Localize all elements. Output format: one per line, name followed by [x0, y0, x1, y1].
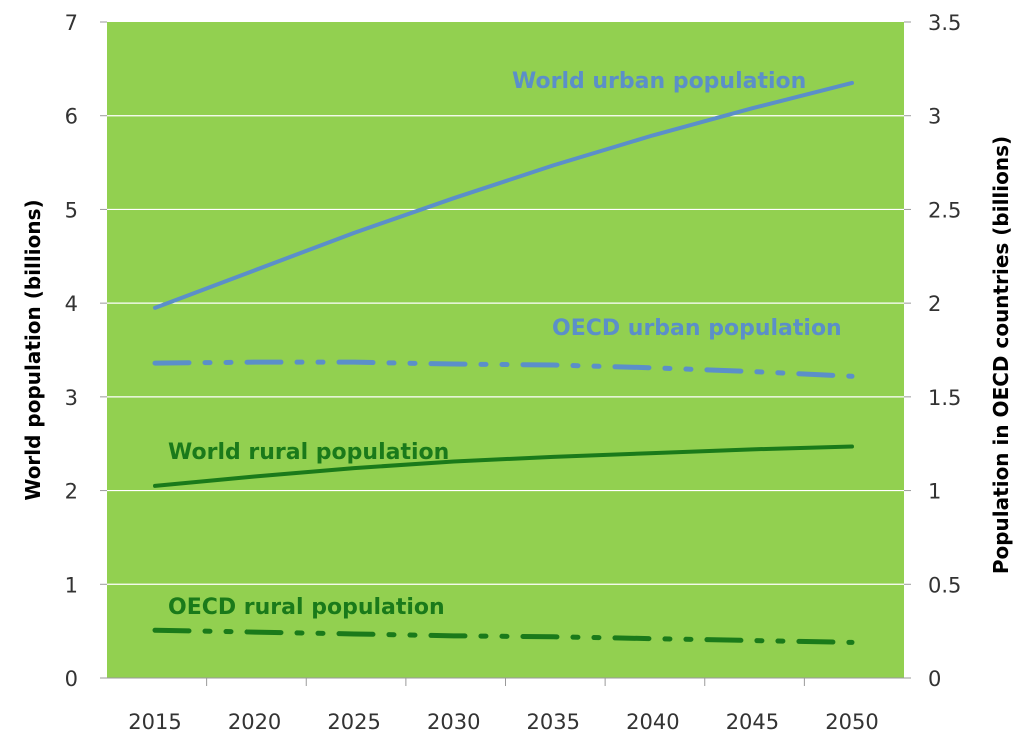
y-tick-label-right: 0.5 [928, 573, 961, 597]
gridlines [107, 115, 904, 585]
y-tick-label-left: 7 [65, 11, 78, 35]
x-tick-label: 2050 [825, 710, 878, 734]
series-lines [152, 80, 855, 645]
series-label: World rural population [168, 440, 449, 465]
y-axis-title-left: World population (billions) [21, 199, 45, 500]
x-tick-label: 2030 [427, 710, 480, 734]
y-tick-label-left: 0 [65, 667, 78, 691]
series-label: World urban population [512, 69, 806, 94]
y-tick-label-left: 1 [65, 573, 78, 597]
series-label: OECD urban population [552, 316, 842, 341]
y-tick-label-left: 5 [65, 198, 78, 222]
y-tick-label-left: 6 [65, 105, 78, 129]
y-tick-label-left: 2 [65, 480, 78, 504]
y-tick-label-right: 3.5 [928, 11, 961, 35]
y-axis-title-right: Population in OECD countries (billions) [989, 136, 1013, 574]
x-tick-label: 2020 [228, 710, 281, 734]
series-label: OECD rural population [168, 595, 445, 620]
series-line [152, 627, 855, 645]
y-tick-label-right: 1.5 [928, 386, 961, 410]
x-tick-label: 2045 [726, 710, 779, 734]
y-tick-label-right: 0 [928, 667, 941, 691]
x-tick-label: 2040 [626, 710, 679, 734]
x-tick-label: 2025 [327, 710, 380, 734]
y-tick-label-left: 4 [65, 292, 78, 316]
y-tick-label-right: 2.5 [928, 198, 961, 222]
x-tick-label: 2035 [527, 710, 580, 734]
y-tick-label-right: 3 [928, 105, 941, 129]
x-tick-label: 2015 [128, 710, 181, 734]
series-line [152, 359, 855, 379]
series-line [153, 80, 854, 310]
plot-area-background [107, 22, 904, 678]
series-line [153, 444, 854, 488]
y-tick-label-right: 2 [928, 292, 941, 316]
series-labels: World urban population OECD urban populat… [168, 69, 842, 620]
y-tick-label-left: 3 [65, 386, 78, 410]
y-tick-label-right: 1 [928, 480, 941, 504]
axes: 0 0 1 0.5 2 1 3 1.5 4 2 5 2.5 6 3 7 3.5 2015 2020 2025 2030… [65, 11, 962, 734]
